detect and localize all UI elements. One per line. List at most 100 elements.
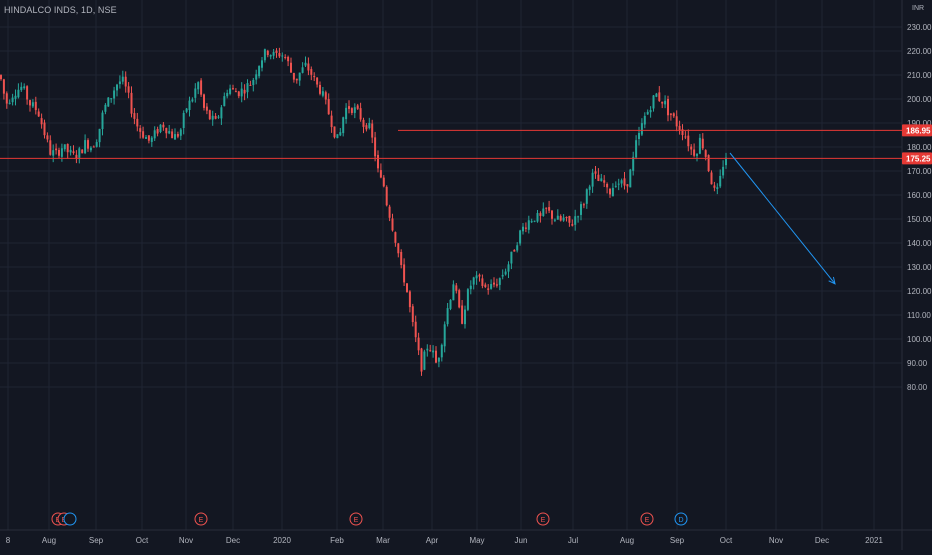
candle <box>127 82 130 99</box>
time-tick-label: Sep <box>670 536 685 545</box>
candle <box>290 57 292 73</box>
candle <box>34 96 37 115</box>
candle <box>330 110 333 133</box>
candle <box>411 303 414 327</box>
candle <box>449 299 452 311</box>
candle <box>113 86 116 105</box>
earnings-event-marker[interactable]: E <box>536 512 550 526</box>
candle <box>110 98 113 103</box>
candle <box>197 81 200 95</box>
candle <box>478 273 481 282</box>
candle <box>252 77 255 92</box>
candle <box>713 181 716 192</box>
candle <box>310 66 313 81</box>
candle <box>652 94 655 112</box>
candle <box>263 48 266 63</box>
candle <box>345 103 348 124</box>
candle <box>403 258 406 286</box>
earnings-event-marker[interactable]: E <box>640 512 654 526</box>
candle <box>0 74 2 81</box>
currency-label: INR <box>912 5 924 12</box>
candle <box>722 160 725 179</box>
candle <box>423 349 426 371</box>
price-tick-label: 180.00 <box>907 143 932 152</box>
candle <box>432 345 435 358</box>
candle <box>562 214 565 222</box>
candle <box>165 127 168 139</box>
candle <box>101 110 104 136</box>
candle <box>635 135 638 160</box>
earnings-event-marker[interactable]: E <box>194 512 208 526</box>
candle <box>58 147 60 159</box>
candle <box>519 229 522 246</box>
candle <box>359 102 362 122</box>
candle <box>510 251 513 270</box>
earnings-event-marker[interactable]: E <box>349 512 363 526</box>
candle <box>159 124 162 134</box>
candle <box>664 95 667 109</box>
candle <box>66 143 69 159</box>
candle <box>643 112 646 129</box>
time-tick-label: Dec <box>226 536 240 545</box>
candle <box>2 78 5 100</box>
candle <box>150 136 153 147</box>
time-tick-label: Nov <box>769 536 783 545</box>
candle <box>121 70 124 85</box>
candle <box>597 168 600 182</box>
candle <box>60 143 63 162</box>
candle <box>632 151 635 176</box>
candle <box>548 200 551 214</box>
candle <box>661 101 664 109</box>
candle <box>440 343 443 362</box>
price-tick-label: 120.00 <box>907 287 932 296</box>
candle <box>377 150 379 173</box>
candle <box>577 215 580 223</box>
price-tick-label: 190.00 <box>907 119 932 128</box>
time-tick-label: 2020 <box>273 536 291 545</box>
candle <box>640 118 643 137</box>
price-tick-label: 170.00 <box>907 167 932 176</box>
candle <box>26 85 29 105</box>
price-tick-label: 130.00 <box>907 263 932 272</box>
candle <box>394 231 397 247</box>
candle <box>255 69 258 85</box>
candle <box>249 80 252 86</box>
candle <box>646 109 649 115</box>
candle <box>49 135 52 156</box>
candle <box>556 209 559 220</box>
candle <box>406 282 408 293</box>
candle <box>629 168 632 188</box>
candle <box>275 48 278 58</box>
time-tick-label: Aug <box>620 536 634 545</box>
candle <box>681 124 684 141</box>
candle <box>620 178 623 188</box>
candle <box>571 219 574 227</box>
candle <box>609 187 611 198</box>
candle <box>182 110 185 135</box>
symbol-title[interactable]: HINDALCO INDS, 1D, NSE <box>4 5 117 15</box>
time-tick-label: Apr <box>426 536 439 545</box>
price-tick-label: 220.00 <box>907 47 932 56</box>
candle <box>594 165 597 179</box>
candle <box>475 271 478 285</box>
candle <box>98 128 101 148</box>
dividend-event-marker[interactable]: D <box>674 512 688 526</box>
time-tick-label: Feb <box>330 536 344 545</box>
candle <box>507 261 510 278</box>
svg-text:E: E <box>354 517 359 524</box>
candle <box>208 109 211 121</box>
candle <box>162 122 165 131</box>
trend-arrow-drawing[interactable] <box>729 152 836 285</box>
svg-text:D: D <box>678 517 683 524</box>
candle <box>710 170 713 185</box>
price-tick-label: 200.00 <box>907 95 932 104</box>
candle <box>339 128 342 137</box>
candle <box>203 93 205 111</box>
price-tick-label: 230.00 <box>907 23 932 32</box>
candle <box>324 90 327 105</box>
candle <box>11 93 14 106</box>
dividend-event-marker[interactable] <box>63 512 77 526</box>
candle <box>75 150 78 164</box>
